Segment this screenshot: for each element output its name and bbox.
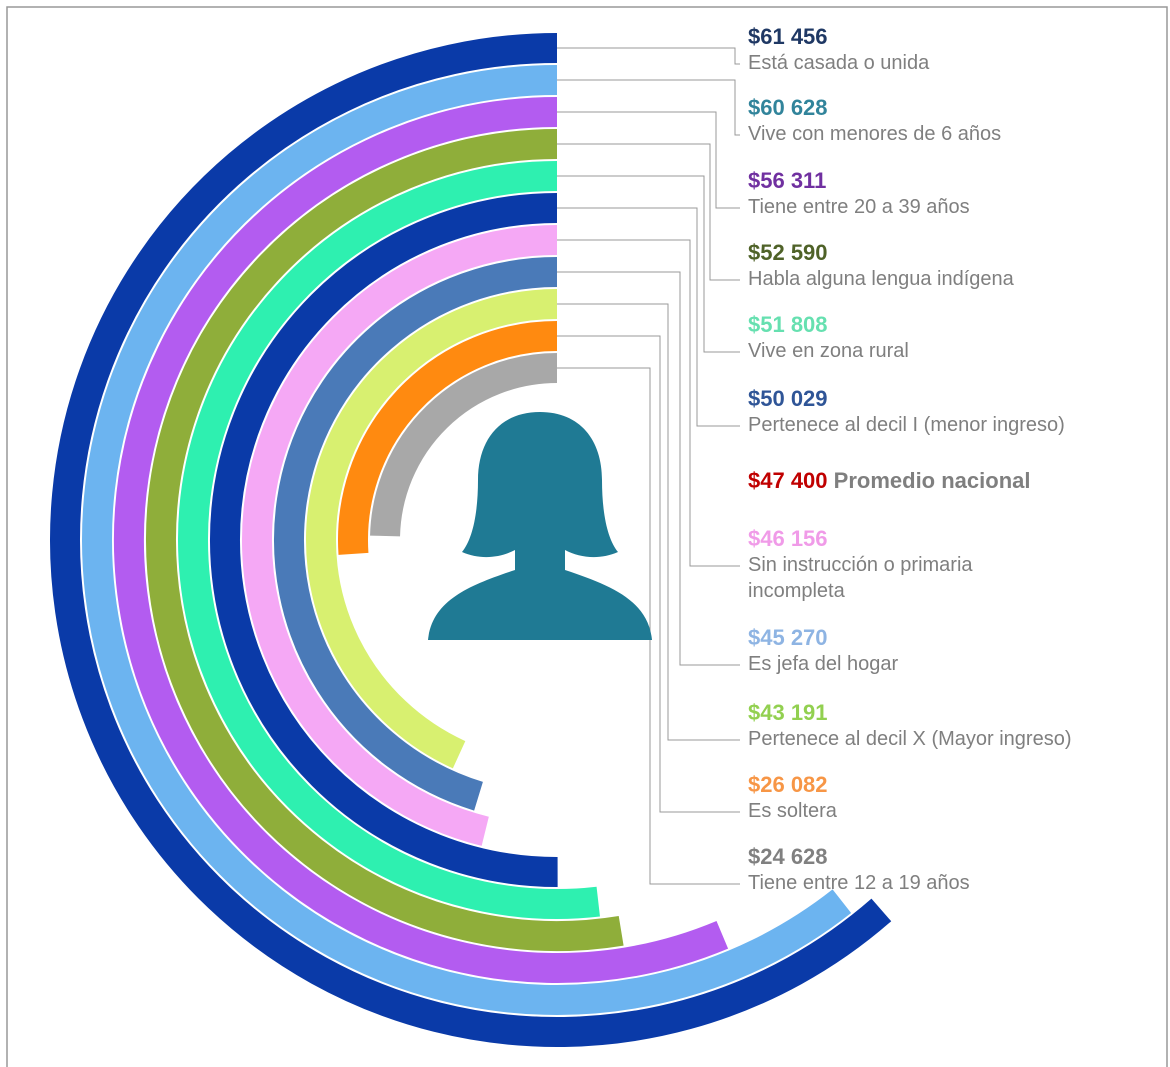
radial-bar <box>242 225 558 846</box>
category-label: Vive con menores de 6 años <box>748 123 1002 145</box>
category-label: Es soltera <box>748 800 837 822</box>
label: $61 456 Está casada o unida <box>748 24 929 76</box>
value-label: $52 590 <box>748 240 828 265</box>
radial-bar <box>114 97 729 983</box>
average-value: $47 400 <box>748 468 828 493</box>
radial-bar <box>274 257 558 811</box>
connector <box>557 239 740 567</box>
connector <box>557 303 740 741</box>
average-annotation: $47 400 Promedio nacional <box>748 468 1030 494</box>
value-label: $43 191 <box>748 700 828 725</box>
connector <box>557 111 740 209</box>
connector <box>557 143 740 281</box>
label: $46 156 Sin instrucción o primaria incomp… <box>748 526 973 604</box>
radial-bar <box>209 193 558 887</box>
connector <box>557 271 740 666</box>
frame <box>6 6 1168 1067</box>
radial-bar <box>178 161 600 919</box>
category-label: Sin instrucción o primaria incompleta <box>748 554 973 602</box>
value-label: $51 808 <box>748 312 828 337</box>
value-label: $45 270 <box>748 625 828 650</box>
category-label: Está casada o unida <box>748 52 930 74</box>
category-label: Pertenece al decil X (Mayor ingreso) <box>748 728 1072 750</box>
radial-bar <box>50 33 892 1047</box>
average-text: Promedio nacional <box>833 468 1031 493</box>
label: $45 270 Es jefa del hogar <box>748 625 898 677</box>
radial-bar <box>82 65 852 1015</box>
category-label: Es jefa del hogar <box>748 653 899 675</box>
connector <box>557 207 740 427</box>
label: $43 191 Pertenece al decil X (Mayor ingre… <box>748 700 1071 752</box>
category-label: Tiene entre 20 a 39 años <box>748 196 970 218</box>
label: $56 311 Tiene entre 20 a 39 años <box>748 168 970 220</box>
connector <box>557 47 740 65</box>
connector <box>557 335 740 813</box>
label: $60 628 Vive con menores de 6 años <box>748 95 1001 147</box>
connector <box>557 79 740 136</box>
value-label: $46 156 <box>748 526 828 551</box>
label: $50 029 Pertenece al decil I (menor ingre… <box>748 386 1065 438</box>
connector <box>557 175 740 353</box>
value-label: $26 082 <box>748 772 828 797</box>
value-label: $50 029 <box>748 386 828 411</box>
category-label: Vive en zona rural <box>748 340 909 362</box>
label: $24 628 Tiene entre 12 a 19 años <box>748 844 970 896</box>
radial-bar <box>306 289 558 769</box>
value-label: $24 628 <box>748 844 828 869</box>
radial-bar <box>146 129 624 951</box>
radial-bar <box>370 353 558 537</box>
radial-bar <box>338 321 558 555</box>
category-label: Pertenece al decil I (menor ingreso) <box>748 414 1065 436</box>
category-label: Tiene entre 12 a 19 años <box>748 872 970 894</box>
woman-icon <box>428 412 652 640</box>
value-label: $60 628 <box>748 95 828 120</box>
category-label: Habla alguna lengua indígena <box>748 268 1014 290</box>
label: $52 590 Habla alguna lengua indígena <box>748 240 1014 292</box>
value-label: $61 456 <box>748 24 828 49</box>
connector <box>557 367 740 885</box>
label: $26 082 Es soltera <box>748 772 837 824</box>
value-label: $56 311 <box>748 168 827 193</box>
label: $51 808 Vive en zona rural <box>748 312 909 364</box>
